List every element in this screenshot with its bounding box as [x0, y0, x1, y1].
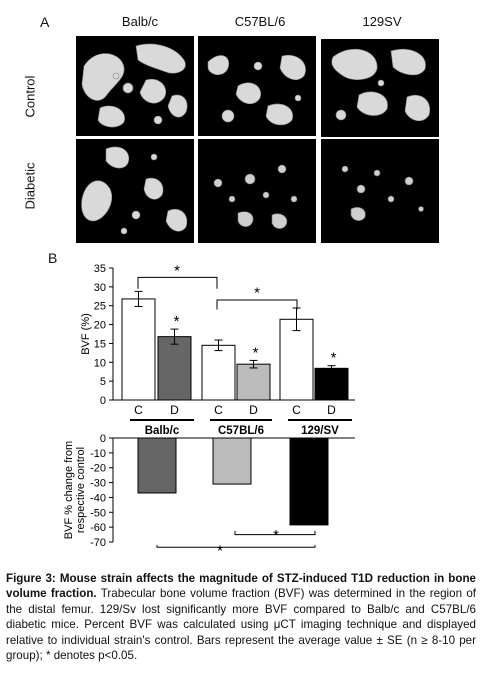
ct-image-c57bl6-control [198, 36, 316, 136]
significance-marker: * [331, 350, 337, 367]
y-tick-label: 5 [100, 376, 106, 388]
y-tick-label: 30 [94, 282, 106, 294]
group-label: C57BL/6 [218, 425, 264, 437]
category-label: D [249, 403, 258, 417]
caption-title: Figure 3: Mouse strain affects the magni… [6, 572, 476, 601]
ct-image-129sv-diabetic [321, 139, 439, 243]
y-tick-label: -10 [90, 448, 106, 460]
ct-image-c57bl6-diabetic [198, 139, 316, 243]
y-tick-label: -50 [90, 507, 106, 519]
significance-bracket [156, 544, 316, 548]
category-label: C [134, 403, 143, 417]
bar [121, 298, 156, 401]
strain-label-c57bl6: C57BL/6 [234, 14, 286, 29]
bar [314, 367, 349, 401]
caption-body: Trabecular bone volume fraction (BVF) wa… [6, 587, 476, 663]
significance-marker: * [273, 527, 279, 544]
y-tick-label: -20 [90, 463, 106, 475]
y-tick-label: -40 [90, 492, 106, 504]
bar [279, 318, 314, 401]
bar [137, 437, 177, 494]
category-label: D [170, 403, 179, 417]
ct-image-balbc-diabetic [76, 139, 194, 243]
bar [212, 437, 252, 485]
group-label: Balb/c [145, 425, 180, 437]
ct-image-balbc-control [76, 36, 194, 136]
significance-marker: * [254, 284, 260, 301]
group-label: 129/SV [301, 425, 339, 437]
y-tick-label: 0 [100, 433, 106, 445]
y-tick-label: 10 [94, 357, 106, 369]
y-axis-label: BVF (%) [80, 313, 92, 355]
y-axis-label: respective control [75, 447, 87, 533]
y-tick-label: 20 [94, 320, 106, 332]
y-tick-label: 35 [94, 263, 106, 275]
y-tick-label: -70 [90, 537, 106, 549]
bvf-bar-chart: 0 5 10 15 20 25 30 35 BVF (%) C D C D C D * * * * * [80, 263, 355, 417]
significance-marker: * [174, 313, 180, 330]
category-label: C [292, 403, 301, 417]
row-label-diabetic: Diabetic [22, 162, 38, 210]
row-label-control: Control [22, 75, 38, 118]
bar [236, 363, 271, 401]
bar [157, 336, 192, 401]
significance-bracket [216, 299, 298, 310]
significance-bracket [137, 276, 218, 289]
figure-caption: Figure 3: Mouse strain affects the magni… [6, 571, 476, 663]
y-tick-label: 0 [100, 395, 106, 407]
panel-b-label: B [48, 250, 58, 266]
significance-marker: * [217, 542, 223, 559]
significance-bracket [234, 530, 316, 536]
y-tick-label: 25 [94, 301, 106, 313]
category-label: D [327, 403, 336, 417]
bvf-change-bar-chart: Balb/c C57BL/6 129/SV 0 -10 -20 -30 -40 -50 -60 -7… [63, 419, 355, 559]
bar [201, 344, 236, 401]
category-label: C [214, 403, 223, 417]
bar [289, 437, 329, 526]
panel-a-label: A [40, 14, 50, 30]
y-tick-label: -60 [90, 522, 106, 534]
strain-label-129sv: 129SV [362, 14, 402, 29]
significance-marker: * [253, 344, 259, 361]
significance-marker: * [174, 263, 180, 280]
ct-image-129sv-control [321, 39, 439, 137]
strain-label-balbc: Balb/c [121, 14, 159, 29]
y-axis-label: BVF % change from [63, 441, 75, 539]
y-tick-label: 15 [94, 338, 106, 350]
y-tick-label: -30 [90, 478, 106, 490]
